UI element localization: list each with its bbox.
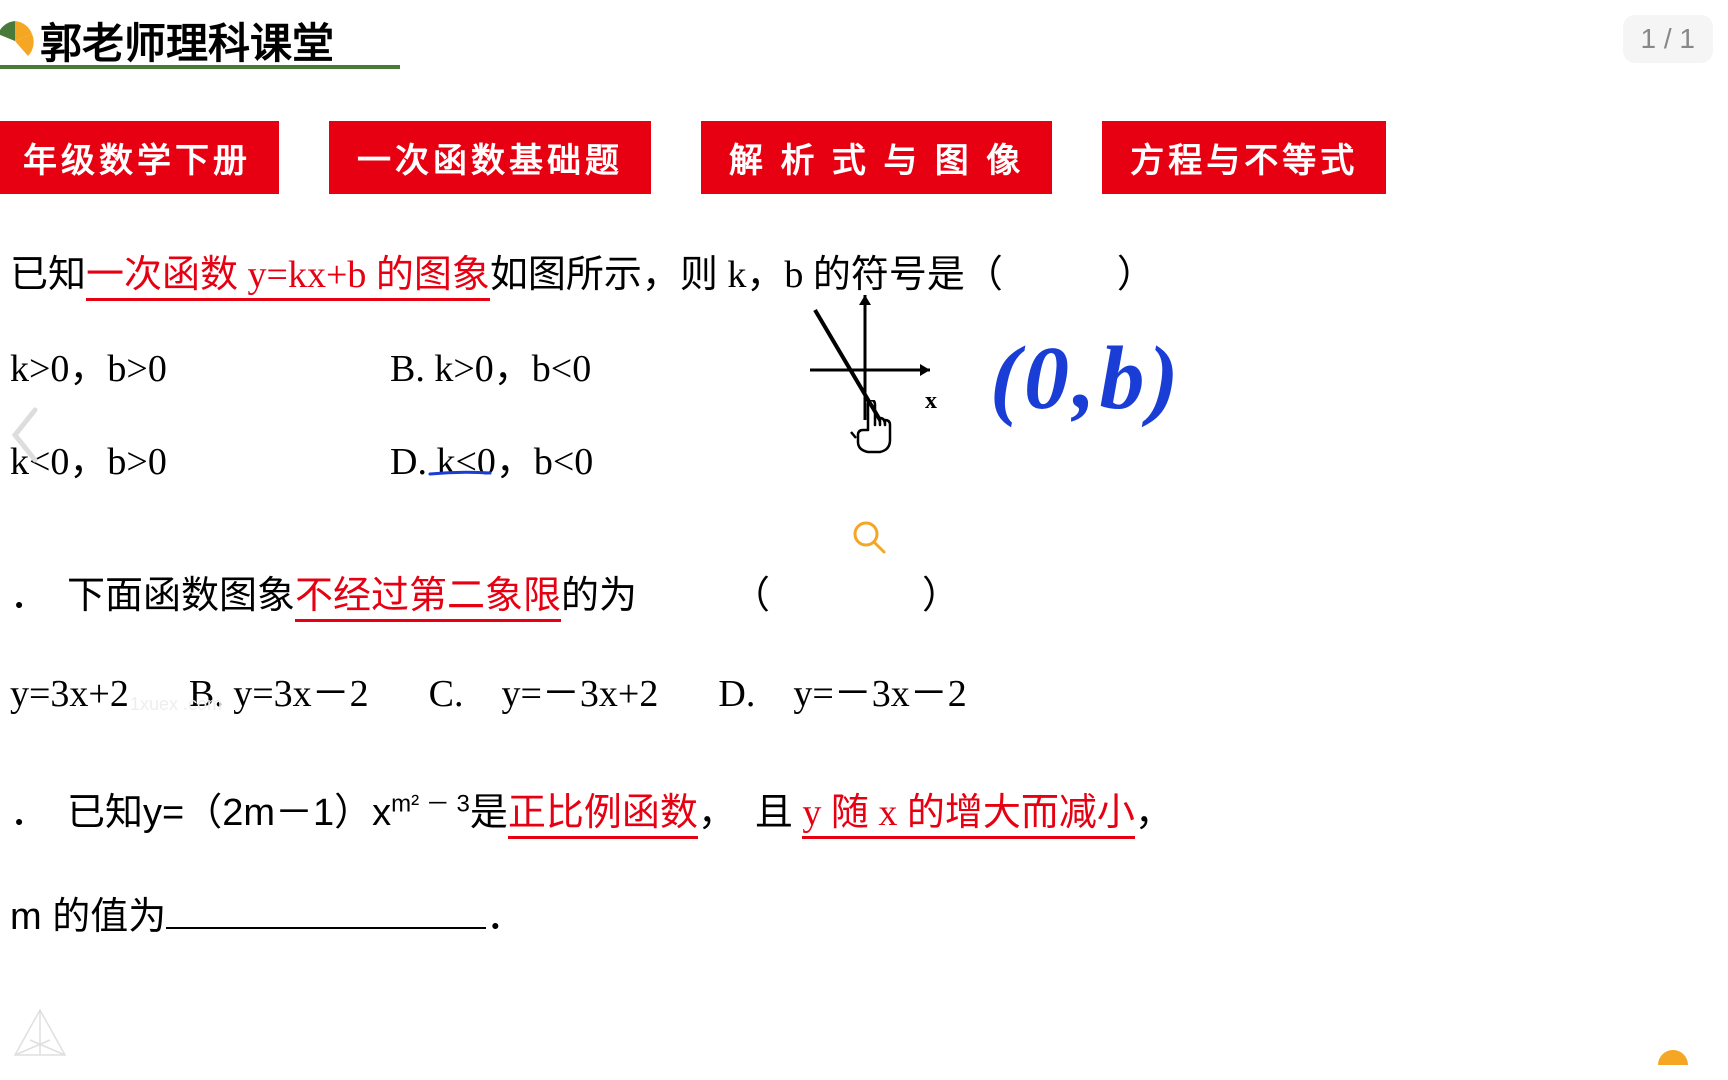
- q3-highlight2: y 随 x 的增大而减小: [802, 792, 1135, 839]
- q2-highlight: 不经过第二象限: [295, 575, 561, 622]
- answer-underline: [395, 470, 525, 476]
- q1-prefix: 已知: [10, 254, 86, 296]
- handwriting-annotation: (0,b): [990, 280, 1182, 478]
- q1-option-b: B. k>0，b<0: [390, 328, 790, 412]
- q3-line2: m 的值为 ．: [10, 876, 1718, 960]
- content-area: 已知一次函数 y=kx+b 的图象如图所示，则 k，b 的符号是（ ） k>0，…: [0, 234, 1728, 959]
- q3-suffix: ，: [1135, 792, 1173, 834]
- q3-formula: y=（2m－1）x: [143, 792, 391, 834]
- blank-line: [166, 927, 486, 929]
- q3-line2-suffix: ．: [486, 896, 524, 938]
- tag-subtopic1: 解 析 式 与 图 像: [701, 121, 1052, 194]
- q2-option-c: C. y=－3x+2: [429, 653, 659, 737]
- q2-suffix: 的为 （ ）: [561, 575, 960, 617]
- tags-row: 年级数学下册 一次函数基础题 解 析 式 与 图 像 方程与不等式: [0, 71, 1728, 234]
- svg-text:x: x: [925, 388, 937, 414]
- search-icon: [850, 505, 890, 545]
- tag-grade: 年级数学下册: [0, 121, 279, 194]
- q2-prefix: ． 下面函数图象: [10, 575, 295, 617]
- page-title: 郭老师理科课堂: [40, 10, 334, 71]
- cursor-pointer-icon: [848, 400, 898, 486]
- q2-option-a: y=3x+2: [10, 653, 129, 737]
- q2-text: ． 下面函数图象不经过第二象限的为 （ ）: [10, 555, 1718, 639]
- nav-prev-icon[interactable]: [5, 400, 45, 485]
- q3-highlight1: 正比例函数: [508, 792, 698, 839]
- q3-text: ． 已知y=（2m－1）xm² － 3是正比例函数， 且 y 随 x 的增大而减…: [10, 772, 1718, 856]
- page-indicator: 1 / 1: [1623, 15, 1713, 63]
- q3-prefix: ． 已知: [10, 792, 143, 834]
- question-3: ． 已知y=（2m－1）xm² － 3是正比例函数， 且 y 随 x 的增大而减…: [10, 772, 1718, 959]
- corner-logo-icon: [1648, 1040, 1698, 1070]
- q1-option-a: k>0，b>0: [10, 328, 390, 412]
- q1-option-c: k<0，b>0: [10, 421, 390, 505]
- geometry-icon: [10, 1005, 70, 1070]
- title-underline: [0, 65, 400, 69]
- question-2: ． 下面函数图象不经过第二象限的为 （ ） y=3x+2 B. y=3x－2 C…: [10, 555, 1718, 737]
- q1-highlight: 一次函数 y=kx+b 的图象: [86, 254, 490, 301]
- tag-subtopic2: 方程与不等式: [1102, 121, 1386, 194]
- logo-icon: [0, 16, 40, 66]
- q3-line2-prefix: m 的值为: [10, 896, 166, 938]
- watermark: 1xuex .com: [130, 685, 222, 725]
- q3-mid1: 是: [470, 792, 508, 834]
- tag-topic: 一次函数基础题: [329, 121, 651, 194]
- header: 郭老师理科课堂 1 / 1: [0, 0, 1728, 71]
- q1-option-d: D. k<0，b<0: [390, 421, 790, 505]
- q2-options: y=3x+2 B. y=3x－2 C. y=－3x+2 D. y=－3x－2: [10, 653, 1718, 737]
- q2-option-d: D. y=－3x－2: [718, 653, 966, 737]
- q3-exponent: m² － 3: [391, 790, 470, 817]
- q3-mid2: ， 且: [698, 792, 803, 834]
